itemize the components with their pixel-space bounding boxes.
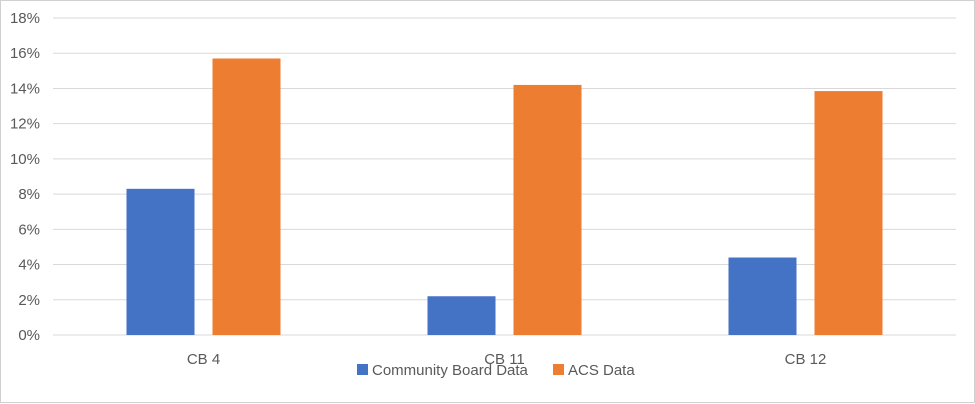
x-tick-label: CB 12 bbox=[785, 351, 827, 368]
bar-acs-data bbox=[513, 84, 582, 335]
bars bbox=[126, 58, 883, 335]
bar-community-board-data bbox=[427, 296, 496, 335]
y-tick-label: 4% bbox=[18, 257, 40, 274]
legend-label: ACS Data bbox=[568, 362, 635, 379]
y-tick-label: 18% bbox=[10, 10, 40, 27]
bar-acs-data bbox=[814, 91, 883, 335]
legend-swatch bbox=[553, 364, 564, 375]
y-axis-tick-labels: 0% 2% 4% 6% 8% 10% 12% 14% 16% 18% bbox=[10, 10, 40, 344]
y-tick-label: 8% bbox=[18, 186, 40, 203]
y-tick-label: 12% bbox=[10, 116, 40, 133]
y-tick-label: 14% bbox=[10, 80, 40, 97]
y-tick-label: 2% bbox=[18, 292, 40, 309]
legend-label: Community Board Data bbox=[372, 362, 529, 379]
legend: Community Board Data ACS Data bbox=[357, 362, 635, 379]
bar-acs-data bbox=[212, 58, 281, 335]
y-tick-label: 10% bbox=[10, 151, 40, 168]
y-tick-label: 0% bbox=[18, 327, 40, 344]
x-tick-label: CB 4 bbox=[187, 351, 220, 368]
x-axis-tick-labels: CB 4 CB 11 CB 12 bbox=[187, 351, 827, 368]
x-tick-label: CB 11 bbox=[484, 351, 525, 368]
y-tick-label: 16% bbox=[10, 45, 40, 62]
y-tick-label: 6% bbox=[18, 221, 40, 238]
gridlines bbox=[53, 17, 956, 336]
bar-community-board-data bbox=[728, 257, 797, 335]
bar-community-board-data bbox=[126, 188, 195, 335]
legend-swatch bbox=[357, 364, 368, 375]
